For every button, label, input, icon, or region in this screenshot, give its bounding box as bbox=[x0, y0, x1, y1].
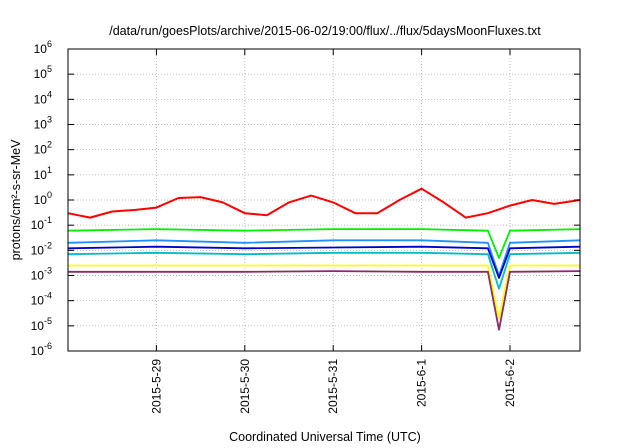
ticks bbox=[68, 48, 580, 352]
series-line-6 bbox=[68, 270, 581, 331]
y-tick-label: 10-1 bbox=[31, 215, 52, 232]
x-axis-label: Coordinated Universal Time (UTC) bbox=[229, 430, 421, 444]
y-tick-label: 10-5 bbox=[31, 316, 52, 333]
y-tick-exp: 0 bbox=[47, 190, 52, 200]
y-tick-label: 10-6 bbox=[31, 341, 52, 358]
x-tick-label: 2015-5-30 bbox=[238, 359, 252, 414]
y-tick-label: 10-3 bbox=[31, 266, 52, 283]
y-tick-label: 106 bbox=[34, 39, 52, 56]
series-layer bbox=[67, 187, 581, 331]
chart-title: /data/run/goesPlots/archive/2015-06-02/1… bbox=[109, 24, 541, 38]
y-tick-exp: -4 bbox=[44, 291, 52, 301]
y-tick-base: 10 bbox=[34, 168, 48, 182]
y-tick-base: 10 bbox=[34, 118, 48, 132]
y-tick-base: 10 bbox=[34, 143, 48, 157]
y-tick-base: 10 bbox=[34, 42, 48, 56]
x-tick-label: 2015-5-29 bbox=[149, 359, 163, 414]
y-tick-exp: 3 bbox=[47, 115, 52, 125]
y-tick-label: 101 bbox=[34, 165, 52, 182]
y-tick-base: 10 bbox=[34, 92, 48, 106]
y-tick-exp: 4 bbox=[47, 89, 52, 99]
y-tick-base: 10 bbox=[34, 67, 48, 81]
x-tick-label: 2015-5-31 bbox=[326, 359, 340, 414]
y-tick-base: 10 bbox=[31, 243, 45, 257]
y-tick-base: 10 bbox=[31, 218, 45, 232]
y-tick-label: 102 bbox=[34, 140, 52, 157]
y-tick-label: 10-2 bbox=[31, 240, 52, 257]
x-tick-label: 2015-6-2 bbox=[503, 359, 517, 407]
series-line-2 bbox=[67, 239, 581, 277]
y-tick-exp: -5 bbox=[44, 316, 52, 326]
y-tick-base: 10 bbox=[34, 193, 48, 207]
y-tick-base: 10 bbox=[31, 294, 45, 308]
y-tick-label: 100 bbox=[34, 190, 52, 207]
series-line-5 bbox=[68, 264, 580, 320]
y-axis-label: protons/cm²-s-sr-MeV bbox=[9, 139, 23, 261]
y-tick-base: 10 bbox=[31, 269, 45, 283]
y-tick-label: 105 bbox=[34, 64, 52, 81]
x-tick-labels: 2015-5-29 2015-5-30 2015-5-31 2015-6-1 2015-… bbox=[149, 359, 517, 414]
y-tick-base: 10 bbox=[31, 319, 45, 333]
series-line-4 bbox=[67, 251, 581, 290]
y-tick-exp: -6 bbox=[44, 341, 52, 351]
series-line-3 bbox=[67, 245, 581, 279]
y-tick-label: 10-4 bbox=[31, 291, 52, 308]
y-tick-label: 103 bbox=[34, 115, 52, 132]
y-tick-exp: 5 bbox=[47, 64, 52, 74]
y-tick-exp: 1 bbox=[47, 165, 52, 175]
series-line-0 bbox=[67, 187, 581, 219]
y-tick-exp: -3 bbox=[44, 266, 52, 276]
y-tick-exp: 6 bbox=[47, 39, 52, 49]
y-tick-exp: 2 bbox=[47, 140, 52, 150]
y-tick-exp: -2 bbox=[44, 240, 52, 250]
y-tick-base: 10 bbox=[31, 344, 45, 358]
series-line-1 bbox=[67, 228, 581, 259]
y-tick-exp: -1 bbox=[44, 215, 52, 225]
x-tick-label: 2015-6-1 bbox=[415, 359, 429, 407]
y-tick-labels: 10-610-510-410-310-210-11001011021031041… bbox=[31, 39, 52, 358]
y-tick-label: 104 bbox=[34, 89, 52, 106]
